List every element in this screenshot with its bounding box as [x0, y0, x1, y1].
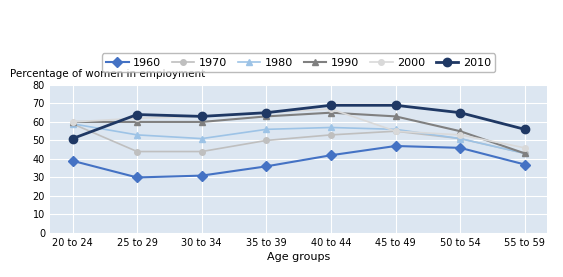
1960	[521, 163, 528, 166]
Line: 2000: 2000	[70, 106, 528, 151]
1990	[198, 120, 205, 124]
1960	[134, 176, 141, 179]
1970	[263, 139, 270, 142]
2000	[521, 146, 528, 150]
Line: 2010: 2010	[68, 101, 529, 143]
2010	[521, 128, 528, 131]
2000	[69, 120, 76, 124]
1970	[328, 133, 334, 137]
1990	[328, 111, 334, 114]
2010	[328, 104, 334, 107]
1980	[521, 152, 528, 155]
1980	[69, 122, 76, 125]
2000	[328, 107, 334, 111]
1970	[198, 150, 205, 153]
Legend: 1960, 1970, 1980, 1990, 2000, 2010: 1960, 1970, 1980, 1990, 2000, 2010	[102, 53, 495, 72]
1960	[392, 144, 399, 148]
1990	[134, 120, 141, 124]
1960	[69, 159, 76, 163]
2000	[457, 133, 463, 137]
1990	[263, 115, 270, 118]
1970	[457, 137, 463, 140]
1980	[392, 128, 399, 131]
2000	[263, 111, 270, 114]
1970	[392, 130, 399, 133]
Line: 1980: 1980	[69, 120, 528, 157]
1980	[328, 126, 334, 129]
1970	[134, 150, 141, 153]
1980	[263, 128, 270, 131]
Line: 1970: 1970	[70, 121, 528, 156]
1960	[457, 146, 463, 150]
1990	[457, 130, 463, 133]
2010	[263, 111, 270, 114]
1970	[69, 122, 76, 125]
2000	[134, 117, 141, 120]
1960	[328, 153, 334, 157]
Text: Percentage of women in employment: Percentage of women in employment	[10, 69, 205, 79]
Line: 1960: 1960	[69, 143, 528, 181]
1970	[521, 152, 528, 155]
1960	[263, 165, 270, 168]
2010	[457, 111, 463, 114]
1990	[392, 115, 399, 118]
2010	[198, 115, 205, 118]
1960	[198, 174, 205, 177]
1980	[457, 137, 463, 140]
X-axis label: Age groups: Age groups	[267, 252, 330, 262]
1990	[69, 120, 76, 124]
1980	[134, 133, 141, 137]
2010	[392, 104, 399, 107]
1990	[521, 152, 528, 155]
1980	[198, 137, 205, 140]
Line: 1990: 1990	[69, 109, 528, 157]
2000	[198, 115, 205, 118]
2000	[392, 130, 399, 133]
2010	[134, 113, 141, 116]
2010	[69, 137, 76, 140]
